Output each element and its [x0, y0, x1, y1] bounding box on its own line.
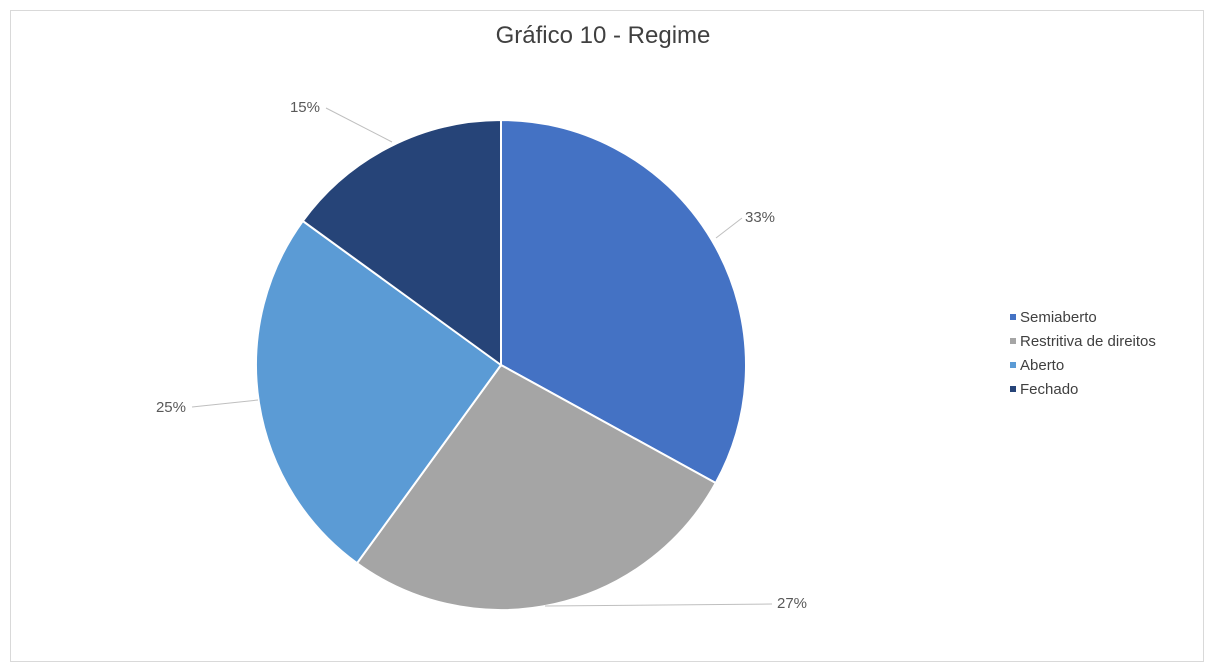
pie-slice-aberto: [255, 219, 503, 565]
legend-swatch: [1010, 386, 1016, 392]
legend-swatch: [1010, 314, 1016, 320]
pie-slices: [255, 118, 747, 611]
legend-label: Aberto: [1020, 356, 1065, 374]
data-labels: 33% 27% 25% 15%: [156, 99, 807, 612]
pie-slice-semiaberto: [500, 118, 747, 485]
legend: Semiaberto Restritiva de direitos Aberto Fe…: [1010, 305, 1156, 401]
chart-title: Gráfico 10 - Regime: [495, 22, 711, 49]
data-label: 27%: [777, 595, 807, 612]
legend-swatch: [1010, 338, 1016, 344]
data-label: 33%: [745, 209, 775, 226]
legend-item: Fechado: [1010, 377, 1156, 401]
data-label: 15%: [290, 99, 320, 116]
leader-line: [544, 603, 773, 607]
pie-slice-restritiva-de-direitos: [355, 363, 718, 611]
legend-swatch: [1010, 362, 1016, 368]
leader-line: [191, 399, 259, 408]
legend-label: Fechado: [1020, 380, 1079, 398]
legend-item: Restritiva de direitos: [1010, 329, 1156, 353]
legend-label: Restritiva de direitos: [1020, 332, 1156, 350]
leader-line: [325, 107, 393, 143]
legend-item: Semiaberto: [1010, 305, 1156, 329]
leader-lines: [191, 107, 773, 607]
pie-slice-fechado: [301, 118, 502, 367]
data-label: 25%: [156, 399, 186, 416]
legend-item: Aberto: [1010, 353, 1156, 377]
leader-line: [715, 217, 743, 239]
legend-label: Semiaberto: [1020, 308, 1097, 326]
